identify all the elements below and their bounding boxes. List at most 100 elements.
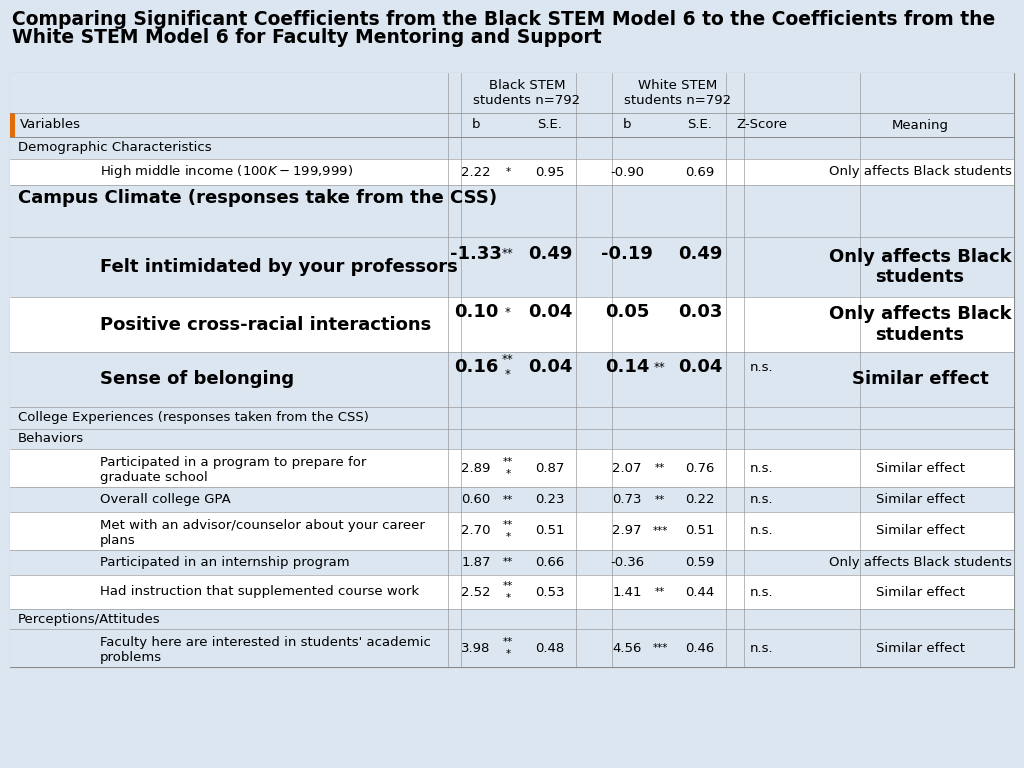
Bar [10, 352, 1014, 407]
Text: 0.16: 0.16 [454, 359, 499, 376]
Text: 0.46: 0.46 [685, 641, 715, 654]
Text: 0.51: 0.51 [536, 525, 565, 538]
Bar [10, 449, 1014, 487]
Bar [10, 512, 1014, 550]
Text: Only affects Black
students: Only affects Black students [828, 247, 1012, 286]
Text: b: b [623, 118, 631, 131]
Text: 4.56: 4.56 [612, 641, 642, 654]
Text: Sense of belonging: Sense of belonging [100, 370, 294, 389]
Bar [10, 609, 1014, 629]
Text: -0.90: -0.90 [610, 165, 644, 178]
Text: **: ** [654, 361, 666, 374]
Text: Similar effect: Similar effect [852, 370, 988, 389]
Text: 0.04: 0.04 [527, 359, 572, 376]
Text: n.s.: n.s. [751, 525, 774, 538]
Text: **: ** [502, 247, 514, 260]
Text: 0.73: 0.73 [612, 493, 642, 506]
Text: 0.49: 0.49 [527, 245, 572, 263]
Text: 0.95: 0.95 [536, 165, 564, 178]
Text: **
*: ** * [502, 353, 514, 382]
Text: 0.66: 0.66 [536, 556, 564, 569]
Bar [10, 429, 1014, 449]
Text: 0.03: 0.03 [678, 303, 722, 321]
Bar [10, 407, 1014, 429]
Text: *: * [505, 306, 511, 319]
Text: Comparing Significant Coefficients from the Black STEM Model 6 to the Coefficien: Comparing Significant Coefficients from … [12, 10, 995, 29]
Text: n.s.: n.s. [751, 361, 774, 374]
Text: **
*: ** * [503, 520, 513, 541]
Text: **
*: ** * [503, 637, 513, 659]
Bar [10, 159, 1014, 185]
Bar [10, 297, 1014, 352]
Text: College Experiences (responses taken from the CSS): College Experiences (responses taken fro… [18, 412, 369, 425]
Text: Only affects Black students: Only affects Black students [828, 165, 1012, 178]
Text: 0.59: 0.59 [685, 556, 715, 569]
Text: *: * [506, 167, 511, 177]
Text: Felt intimidated by your professors: Felt intimidated by your professors [100, 258, 458, 276]
Text: S.E.: S.E. [687, 118, 713, 131]
Text: -0.36: -0.36 [610, 556, 644, 569]
Text: Black STEM
students n=792: Black STEM students n=792 [473, 79, 581, 107]
Text: **: ** [655, 463, 666, 473]
Text: Similar effect: Similar effect [876, 525, 965, 538]
Text: 0.76: 0.76 [685, 462, 715, 475]
Text: 0.60: 0.60 [462, 493, 490, 506]
Text: Similar effect: Similar effect [876, 493, 965, 506]
Text: 2.97: 2.97 [612, 525, 642, 538]
Text: Similar effect: Similar effect [876, 585, 965, 598]
Text: 2.22: 2.22 [461, 165, 490, 178]
Bar [10, 237, 1014, 297]
Text: 1.87: 1.87 [461, 556, 490, 569]
Bar [10, 487, 1014, 512]
Text: Only affects Black students: Only affects Black students [828, 556, 1012, 569]
Text: 2.89: 2.89 [462, 462, 490, 475]
Text: b: b [472, 118, 480, 131]
Text: 0.05: 0.05 [605, 303, 649, 321]
Text: n.s.: n.s. [751, 641, 774, 654]
Text: **
*: ** * [503, 457, 513, 478]
Text: **: ** [655, 587, 666, 597]
Text: 0.87: 0.87 [536, 462, 564, 475]
Text: Demographic Characteristics: Demographic Characteristics [18, 141, 212, 154]
Text: Overall college GPA: Overall college GPA [100, 493, 230, 506]
Text: Behaviors: Behaviors [18, 432, 84, 445]
Text: White STEM Model 6 for Faculty Mentoring and Support: White STEM Model 6 for Faculty Mentoring… [12, 28, 602, 47]
Text: -1.33: -1.33 [451, 245, 502, 263]
Text: **: ** [503, 558, 513, 568]
Text: 2.07: 2.07 [612, 462, 642, 475]
Bar [10, 629, 1014, 667]
Text: S.E.: S.E. [538, 118, 562, 131]
Text: Had instruction that supplemented course work: Had instruction that supplemented course… [100, 585, 419, 598]
Text: Campus Climate (responses take from the CSS): Campus Climate (responses take from the … [18, 189, 497, 207]
Text: 0.10: 0.10 [454, 303, 499, 321]
Text: **: ** [503, 495, 513, 505]
Text: 0.14: 0.14 [605, 359, 649, 376]
Text: High middle income ($100K-$199,999): High middle income ($100K-$199,999) [100, 164, 353, 180]
Text: 0.69: 0.69 [685, 165, 715, 178]
Bar [10, 113, 1014, 137]
Text: 0.23: 0.23 [536, 493, 565, 506]
Bar [10, 137, 1014, 159]
Text: 0.49: 0.49 [678, 245, 722, 263]
Text: 0.04: 0.04 [678, 359, 722, 376]
Text: -0.19: -0.19 [601, 245, 653, 263]
Text: Similar effect: Similar effect [876, 641, 965, 654]
Text: Variables: Variables [20, 118, 81, 131]
Text: 0.44: 0.44 [685, 585, 715, 598]
Text: Participated in an internship program: Participated in an internship program [100, 556, 349, 569]
Text: 0.48: 0.48 [536, 641, 564, 654]
Text: 0.53: 0.53 [536, 585, 565, 598]
Text: Z-Score: Z-Score [736, 118, 787, 131]
Text: 0.51: 0.51 [685, 525, 715, 538]
Text: **: ** [655, 495, 666, 505]
Text: Participated in a program to prepare for
graduate school: Participated in a program to prepare for… [100, 456, 367, 484]
Text: White STEM
students n=792: White STEM students n=792 [624, 79, 731, 107]
Text: Meaning: Meaning [892, 118, 948, 131]
Text: 3.98: 3.98 [462, 641, 490, 654]
Text: 0.04: 0.04 [527, 303, 572, 321]
Text: 2.70: 2.70 [461, 525, 490, 538]
Bar [10, 575, 1014, 609]
Bar [10, 73, 1014, 113]
Text: 0.22: 0.22 [685, 493, 715, 506]
Text: n.s.: n.s. [751, 585, 774, 598]
